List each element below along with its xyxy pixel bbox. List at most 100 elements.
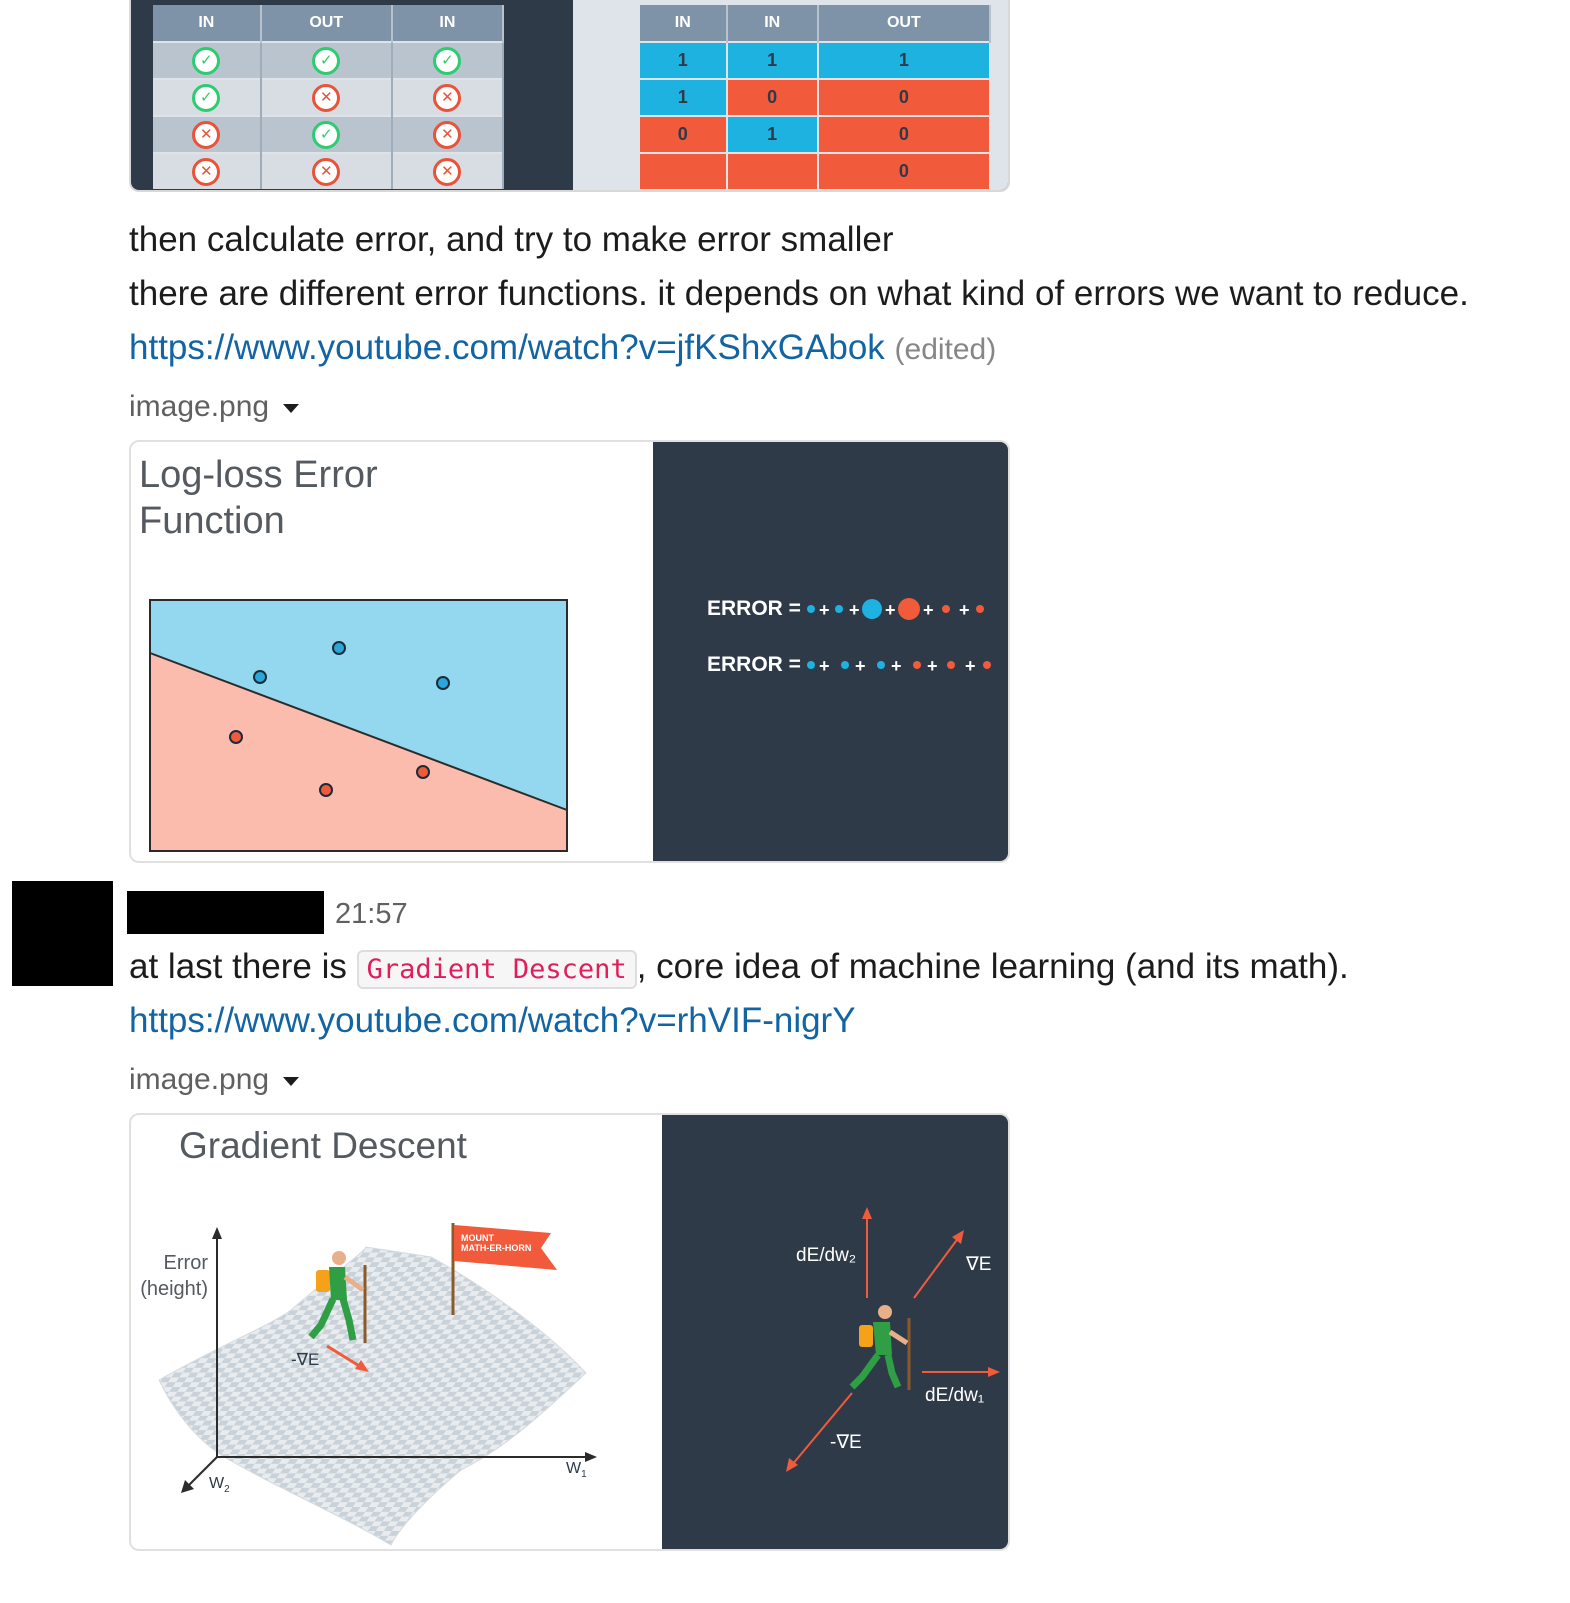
table-cell: 1 <box>640 78 728 116</box>
error-terms-2: + + + + + <box>806 656 991 676</box>
small-red-dot <box>946 661 955 669</box>
arrowhead <box>355 1360 369 1372</box>
arrowhead <box>181 1480 194 1493</box>
error-row-2: ERROR = + + + + + <box>707 648 1005 682</box>
table-cell: 0 <box>817 152 992 189</box>
check-icon: ✓ <box>312 46 341 75</box>
w2-letter: W <box>209 1475 225 1492</box>
logloss-dark-panel: ERROR = + + + + + ERROR = + + + + + <box>653 442 1008 861</box>
neg-grad-arrow <box>791 1392 853 1466</box>
table-cell: 0 <box>726 78 819 116</box>
small-blue-dot <box>876 661 885 669</box>
blue-point <box>436 676 450 690</box>
chevron-down-icon[interactable] <box>283 1076 300 1086</box>
gradient-dark-panel: dE/dw₂ ∇E dE/dw₁ -∇E <box>662 1115 1008 1549</box>
hiker-arm <box>888 1329 909 1346</box>
dedw2-label: dE/dw₂ <box>796 1245 857 1266</box>
message-timestamp[interactable]: 21:57 <box>335 898 408 930</box>
message2-link-line: https://www.youtube.com/watch?v=rhVIF-ni… <box>129 999 856 1043</box>
cross-icon: ✕ <box>433 157 462 186</box>
table-cell: ✓ <box>153 78 262 116</box>
error-row-1: ERROR = + + + + + <box>707 592 1005 626</box>
large-blue-dot <box>861 599 882 619</box>
check-icon: ✓ <box>192 83 221 112</box>
boundary-line <box>149 652 568 811</box>
hiker-legs <box>308 1297 357 1341</box>
gradient-descent-image[interactable]: Gradient Descent Error (height) MOUN <box>129 1113 1010 1551</box>
error-terms-1: + + + + + <box>806 598 984 620</box>
error-label-line1: Error <box>163 1252 208 1274</box>
message-line-1: then calculate error, and try to make er… <box>129 220 894 259</box>
red-point <box>416 765 430 779</box>
hiker-legs <box>849 1352 902 1390</box>
w2-axis <box>186 1456 218 1488</box>
table-cell: 1 <box>640 41 728 79</box>
username-redacted[interactable] <box>127 891 324 934</box>
message2-text-after: , core idea of machine learning (and its… <box>636 947 1349 986</box>
cross-icon: ✕ <box>433 120 462 149</box>
avatar[interactable] <box>12 881 113 986</box>
error-label: ERROR = <box>707 597 801 620</box>
table-cell: ✕ <box>260 78 393 116</box>
red-point <box>229 730 243 744</box>
edited-label: (edited) <box>894 333 997 366</box>
arrowhead <box>786 1458 798 1472</box>
right-table-header: IN <box>640 5 728 42</box>
flag-text-line2: MATH-ER-HORN <box>461 1243 532 1253</box>
gradient-title: Gradient Descent <box>179 1125 467 1166</box>
w1-subscript: 1 <box>581 1469 587 1481</box>
error-label-line2: (height) <box>140 1278 208 1300</box>
arrowhead <box>585 1452 597 1462</box>
arrowhead <box>862 1207 872 1219</box>
youtube-link-2[interactable]: https://www.youtube.com/watch?v=rhVIF-ni… <box>129 1001 856 1040</box>
small-red-dot <box>941 605 950 613</box>
region-red <box>150 653 567 851</box>
message-link-line: https://www.youtube.com/watch?v=jfKShxGA… <box>129 326 996 372</box>
chevron-down-icon[interactable] <box>283 403 300 413</box>
logloss-title-line2: Function <box>139 500 285 542</box>
table-cell: ✓ <box>260 41 393 79</box>
hiker-head <box>332 1251 346 1265</box>
check-icon: ✓ <box>312 120 341 149</box>
table-cell: ✕ <box>260 152 393 189</box>
arrowhead <box>212 1227 222 1239</box>
svg-text:+: + <box>855 656 866 676</box>
table-cell: 0 <box>640 115 728 153</box>
blue-point <box>332 641 346 655</box>
svg-text:+: + <box>819 656 830 676</box>
logloss-image[interactable]: Log-loss Error Function ERROR = + + + + … <box>129 440 1010 863</box>
hiker-head <box>878 1305 892 1319</box>
small-blue-dot <box>806 605 815 613</box>
table-cell: 0 <box>817 115 992 153</box>
error-surface <box>158 1246 587 1546</box>
table-cell: ✕ <box>391 152 505 189</box>
message2-text: at last there is Gradient Descent, core … <box>129 945 1349 992</box>
cross-icon: ✕ <box>192 157 221 186</box>
attachment-header-2[interactable]: image.png <box>129 1063 300 1097</box>
table-cell <box>726 152 819 189</box>
table-row: 0 <box>640 152 992 189</box>
table-row: ✕ ✓ ✕ <box>153 115 505 153</box>
youtube-link-1[interactable]: https://www.youtube.com/watch?v=jfKShxGA… <box>129 328 885 367</box>
table-row: ✓ ✕ ✕ <box>153 78 505 116</box>
inline-code: Gradient Descent <box>356 950 637 989</box>
hiker-backpack <box>859 1325 873 1347</box>
w1-label: W1 <box>566 1460 587 1480</box>
small-blue-dot <box>834 605 843 613</box>
small-blue-dot <box>806 661 815 669</box>
flag-text-line1: MOUNT <box>461 1233 494 1243</box>
svg-text:+: + <box>891 656 902 676</box>
w2-label: W2 <box>209 1475 230 1495</box>
svg-text:+: + <box>849 600 860 620</box>
gradient-vectors <box>786 1207 1000 1472</box>
gradient-landscape <box>158 1223 597 1546</box>
table-cell: 1 <box>726 115 819 153</box>
hiker-body <box>329 1267 347 1300</box>
svg-text:+: + <box>819 600 830 620</box>
arrowhead <box>952 1230 964 1244</box>
attachment-header-1[interactable]: image.png <box>129 390 300 424</box>
error-label: ERROR = <box>707 653 801 676</box>
message-line-2: there are different error functions. it … <box>129 274 1469 313</box>
logloss-title-line1: Log-loss Error <box>139 454 378 496</box>
